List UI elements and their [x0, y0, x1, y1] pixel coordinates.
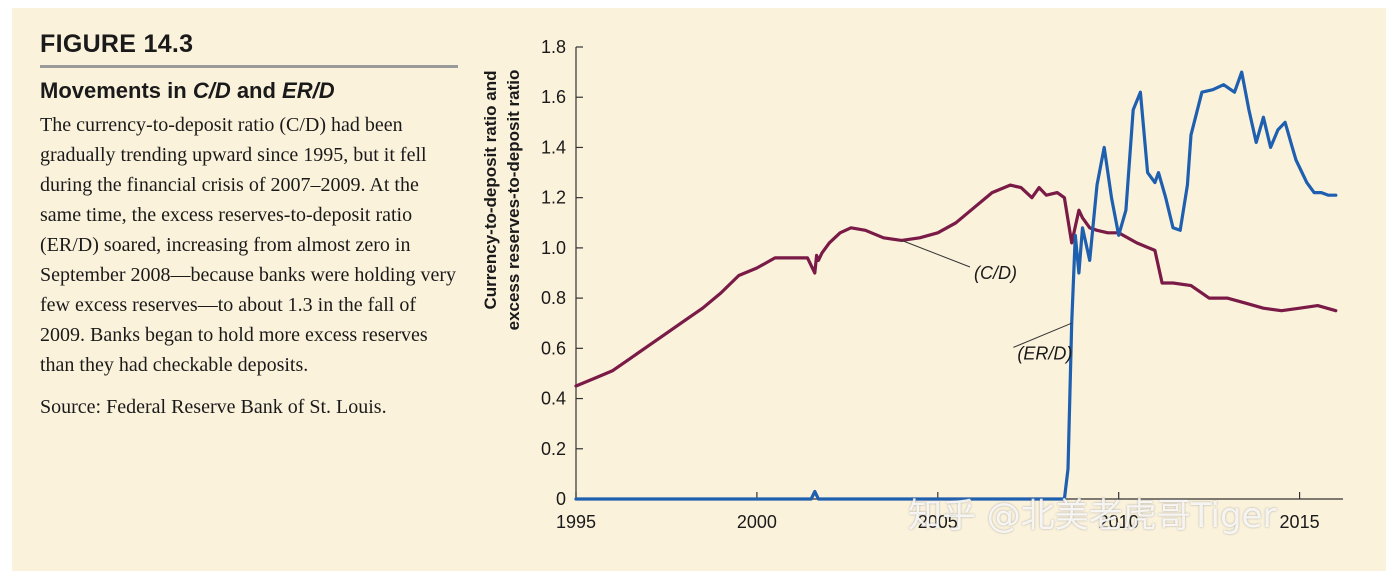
y-axis-label-line2: excess reserves-to-deposit ratio	[504, 70, 523, 331]
figure-title: Movements in C/D and ER/D	[40, 78, 460, 104]
annotation-leader	[1013, 322, 1072, 348]
title-and: and	[230, 78, 283, 103]
x-tick-label: 1995	[556, 512, 596, 532]
annotation-label: (ER/D)	[1017, 343, 1072, 363]
series-line-cd	[574, 183, 1338, 388]
y-tick-label: 0.6	[541, 338, 566, 358]
figure-caption: FIGURE 14.3 Movements in C/D and ER/D Th…	[40, 30, 460, 422]
y-tick-label: 0.8	[541, 288, 566, 308]
figure-body-text: The currency-to-deposit ratio (C/D) had …	[40, 114, 456, 376]
y-tick-label: 1.6	[541, 87, 566, 107]
x-tick-label: 2015	[1280, 512, 1320, 532]
axes: 0 0.2 0.4 0.6 0.8 1.0 1.2 1.4 1.6 1.8 1995 2000 2005…	[541, 37, 1343, 532]
y-tick-label: 0	[556, 489, 566, 509]
x-tick-label: 2005	[918, 512, 958, 532]
figure-panel	[12, 8, 1386, 571]
annotation-label: (C/D)	[974, 263, 1017, 283]
title-cd: C/D	[192, 78, 231, 103]
annotation-leader	[901, 239, 971, 268]
y-tick-label: 1.2	[541, 188, 566, 208]
y-tick-label: 0.2	[541, 439, 566, 459]
title-erd: ER/D	[282, 78, 335, 103]
watermark: 知乎 @北美老虎哥Tiger	[908, 496, 1277, 536]
series-line-erd	[574, 70, 1338, 501]
y-axis-label-line1: Currency-to-deposit ratio and	[481, 71, 500, 310]
y-tick-label: 1.0	[541, 238, 566, 258]
y-tick-label: 0.4	[541, 389, 566, 409]
series-lines	[574, 70, 1338, 501]
source-note: Source: Federal Reserve Bank of St. Loui…	[40, 396, 387, 418]
x-tick-label: 2000	[737, 512, 777, 532]
caption-rule	[40, 65, 458, 68]
x-tick-label: 2010	[1099, 512, 1139, 532]
figure-label: FIGURE 14.3	[40, 30, 194, 58]
y-tick-label: 1.8	[541, 37, 566, 57]
title-prefix: Movements in	[40, 78, 193, 103]
annotations: (C/D) (ER/D)	[901, 239, 1072, 363]
y-tick-label: 1.4	[541, 137, 566, 157]
